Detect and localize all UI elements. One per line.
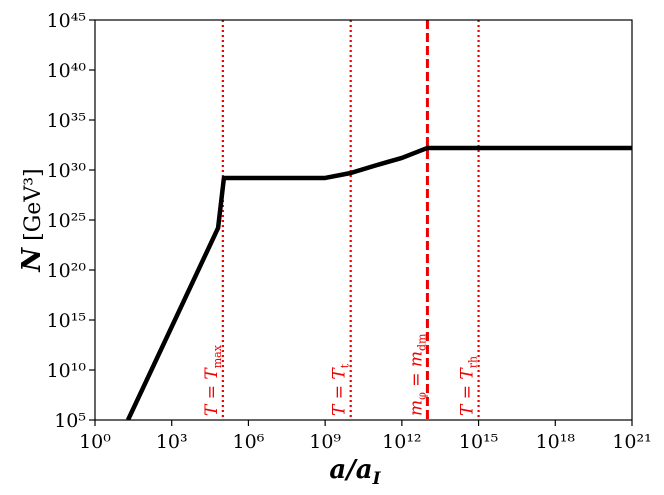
plot-frame <box>94 19 633 421</box>
y-label-main: N <box>17 247 47 273</box>
label-sub: φ <box>415 392 428 400</box>
label-text: T = T <box>202 367 222 416</box>
vertical-line-label: mφ = mdm <box>406 333 428 416</box>
y-axis-label: N [GeV³] <box>17 168 47 272</box>
vertical-line-label: T = Tmax <box>202 344 224 416</box>
y-tick-label: 10²⁵ <box>47 210 86 232</box>
y-label-rest: [GeV³] <box>21 168 46 247</box>
data-line <box>125 145 632 420</box>
label-text: T = T <box>458 367 478 416</box>
x-tick-label: 10³ <box>156 431 188 453</box>
vertical-line-label: T = Tt <box>330 363 352 416</box>
y-tick-label: 10³⁰ <box>47 160 87 182</box>
x-tick-label: 10⁹ <box>309 431 341 453</box>
label-text: = m <box>406 351 426 392</box>
label-text: m <box>406 400 426 416</box>
label-sub: dm <box>415 333 428 351</box>
label-sub: max <box>211 344 224 368</box>
vertical-line-label: T = Trh <box>458 356 480 416</box>
y-tick-label: 10⁵ <box>54 410 86 432</box>
label-sub: t <box>339 363 352 368</box>
label-sub: rh <box>467 356 480 368</box>
x-label-sub: I <box>372 469 382 489</box>
x-tick-label: 10⁶ <box>233 431 265 453</box>
y-tick-label: 10¹⁵ <box>47 310 86 332</box>
x-tick-label: 10¹⁸ <box>536 431 576 453</box>
y-tick-label: 10⁴⁰ <box>47 60 87 82</box>
y-tick-label: 10¹⁰ <box>47 360 87 382</box>
label-text: T = T <box>330 367 350 416</box>
x-tick-label: 10¹⁵ <box>459 431 498 453</box>
x-tick-label: 10⁰ <box>79 431 111 453</box>
y-tick-label: 10²⁰ <box>47 260 87 282</box>
x-tick-label: 10²¹ <box>612 431 651 453</box>
x-tick-label: 10¹² <box>382 431 421 453</box>
y-tick-label: 10⁴⁵ <box>47 10 86 32</box>
x-axis-label: a/aI <box>329 455 381 489</box>
y-tick-label: 10³⁵ <box>47 110 86 132</box>
x-label-main: a/a <box>329 455 372 485</box>
